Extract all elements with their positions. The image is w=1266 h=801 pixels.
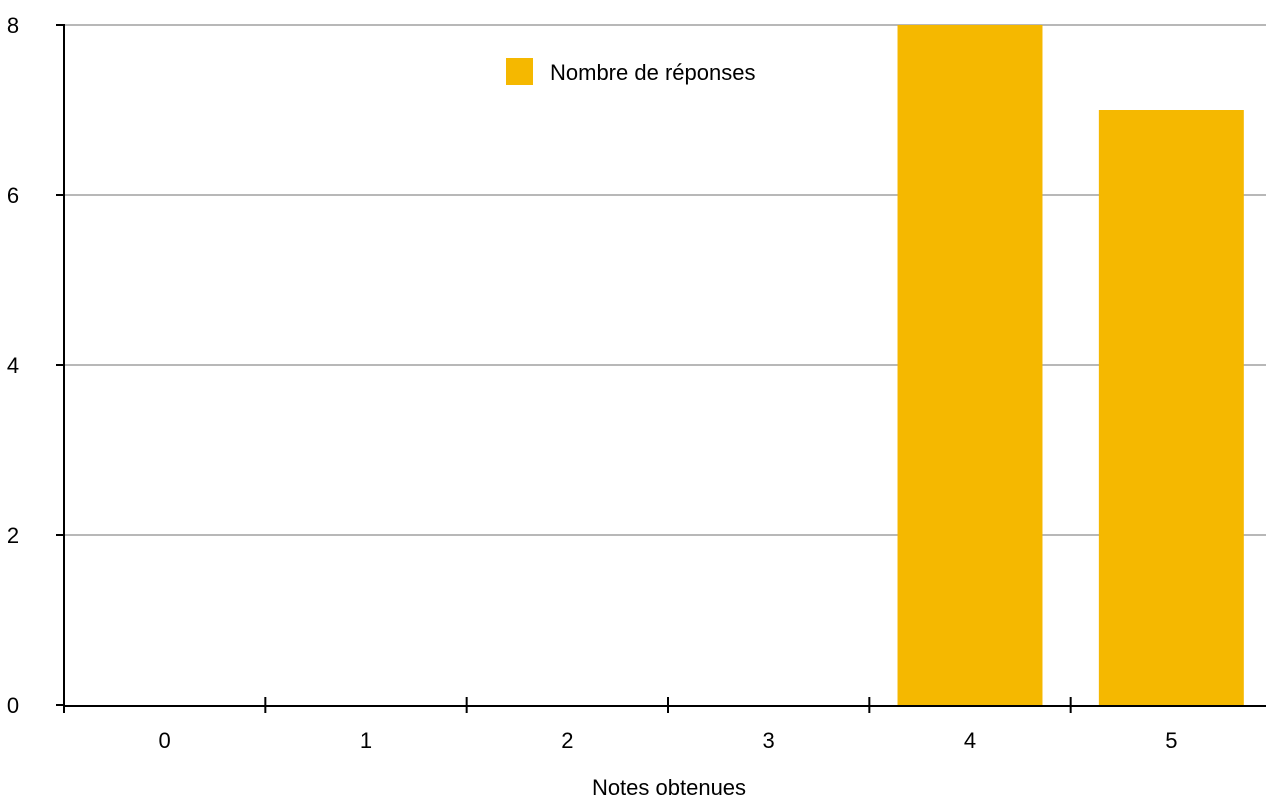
- x-tick-label: 3: [763, 728, 775, 753]
- x-tick-label: 5: [1165, 728, 1177, 753]
- x-tick-label: 2: [561, 728, 573, 753]
- gridlines: [64, 24, 1266, 536]
- legend-label: Nombre de réponses: [550, 60, 755, 85]
- x-axis-title: Notes obtenues: [592, 775, 746, 796]
- ticks: [56, 24, 1072, 713]
- y-tick-label: 8: [7, 13, 19, 38]
- y-tick-label: 4: [7, 353, 19, 378]
- y-tick-label: 2: [7, 523, 19, 548]
- x-tick-label: 1: [360, 728, 372, 753]
- tick-labels: 0 2 4 6 8 0 1 2 3 4 5: [7, 13, 1178, 753]
- y-tick-label: 6: [7, 183, 19, 208]
- bars: [897, 25, 1244, 705]
- x-tick-label: 4: [964, 728, 976, 753]
- legend: Nombre de réponses: [506, 58, 755, 85]
- bar-5: [1098, 110, 1244, 705]
- x-tick-label: 0: [159, 728, 171, 753]
- legend-swatch: [506, 58, 533, 85]
- bar-4: [897, 25, 1043, 705]
- y-tick-label: 0: [7, 693, 19, 718]
